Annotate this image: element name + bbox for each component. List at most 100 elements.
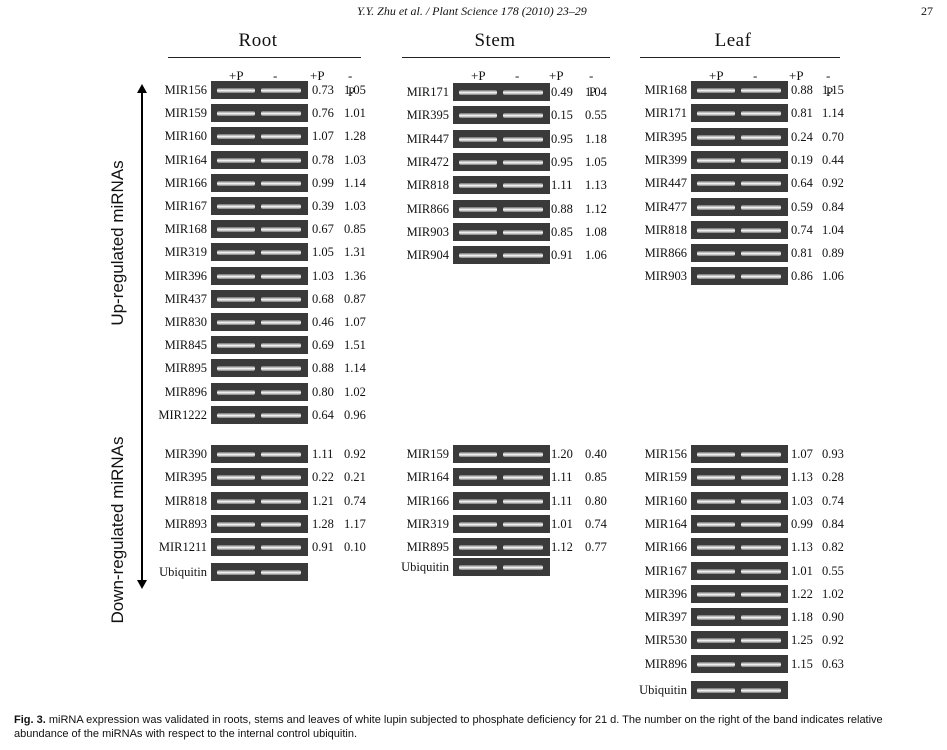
minus-p-band [503, 206, 543, 212]
control-label: Ubiquitin [639, 683, 687, 697]
plus-p-value: 1.03 [312, 268, 334, 283]
plus-p-band [697, 134, 735, 140]
minus-p-band [503, 136, 543, 142]
gel-band-image [211, 289, 308, 308]
plus-p-value: 0.39 [312, 199, 334, 213]
plus-p-band [217, 204, 255, 209]
minus-p-band [741, 227, 781, 233]
plus-p-band [459, 113, 497, 119]
plus-p-band [697, 638, 735, 644]
stem-down-row: MIR895 1.12 0.77 [0, 537, 947, 557]
plus-p-band [697, 688, 735, 693]
gel-band-image [691, 127, 788, 146]
plus-p-value: 1.25 [791, 633, 813, 648]
mirna-label: MIR164 [164, 152, 207, 167]
lane-plus-p-header: +P [471, 68, 486, 83]
minus-p-band [741, 111, 781, 117]
gel-band-image [691, 538, 788, 557]
minus-p-value: 1.15 [822, 83, 844, 97]
minus-p-band [503, 452, 543, 457]
plus-p-band [217, 180, 255, 186]
minus-p-value: 0.85 [344, 222, 366, 237]
plus-p-band [697, 615, 735, 621]
gel-band-image [691, 150, 788, 169]
mirna-label: MIR818 [406, 178, 449, 193]
minus-p-value: 1.06 [822, 269, 844, 284]
plus-p-band [217, 134, 255, 140]
plus-p-band [697, 475, 735, 481]
leaf-down-row: MIR156 1.07 0.93 [0, 444, 947, 464]
stem-down-row: MIR319 1.01 0.74 [0, 514, 947, 534]
gel-band-image [211, 266, 308, 285]
minus-p-band [503, 159, 543, 165]
plus-p-value: 0.69 [312, 338, 334, 353]
mirna-label: MIR319 [406, 516, 449, 531]
plus-p-band [217, 227, 255, 233]
leaf-down-row: MIR396 1.22 1.02 [0, 584, 947, 604]
mirna-label: MIR903 [406, 224, 449, 239]
gel-band-image [453, 491, 550, 510]
minus-p-band [741, 688, 781, 693]
plus-p-value: 1.28 [312, 516, 334, 531]
minus-p-band [261, 273, 301, 279]
caption-label: Fig. 3. [14, 714, 46, 726]
page-number: 27 [921, 4, 933, 18]
mirna-label: MIR1211 [158, 540, 207, 555]
plus-p-value: 0.88 [551, 201, 573, 216]
mirna-label: MIR168 [164, 222, 207, 237]
minus-p-value: 1.03 [344, 199, 366, 213]
minus-p-band [741, 181, 781, 187]
gel-band-image [691, 514, 788, 533]
minus-p-value: 1.12 [585, 201, 607, 216]
plus-p-band [697, 498, 735, 504]
gel-band-image [691, 584, 788, 603]
plus-p-value: 1.05 [312, 245, 334, 260]
gel-band-image [691, 244, 788, 263]
plus-p-value: 1.11 [312, 447, 334, 461]
mirna-label: MIR166 [164, 175, 207, 190]
plus-p-value: 1.12 [551, 540, 573, 555]
plus-p-band [459, 565, 497, 570]
plus-p-value: 0.78 [312, 152, 334, 167]
plus-p-value: 0.74 [791, 222, 813, 237]
minus-p-band [261, 320, 301, 325]
plus-p-value: 1.11 [551, 470, 573, 485]
leaf-up-row: MIR818 0.74 1.04 [0, 220, 947, 240]
minus-p-band [741, 452, 781, 457]
leaf-down-row: MIR397 1.18 0.90 [0, 607, 947, 627]
plus-p-band [459, 253, 497, 259]
plus-p-band [459, 452, 497, 457]
stem-up-row: MIR395 0.15 0.55 [0, 105, 947, 125]
gel-band-image [211, 382, 308, 401]
minus-p-value: 0.44 [822, 152, 844, 167]
minus-p-value: 1.08 [585, 224, 607, 239]
minus-p-value: 0.90 [822, 610, 844, 625]
value-plus-p-header: +P [549, 68, 564, 83]
minus-p-band [261, 452, 301, 457]
minus-p-value: 0.96 [344, 407, 366, 422]
gel-band-image [691, 267, 788, 286]
plus-p-band [459, 521, 497, 527]
plus-p-band [217, 157, 255, 163]
mirna-label: MIR160 [164, 129, 207, 144]
plus-p-band [217, 452, 255, 457]
minus-p-value: 0.89 [822, 246, 844, 261]
minus-p-value: 0.87 [344, 291, 366, 306]
stem-control-row: Ubiquitin [0, 557, 947, 577]
minus-p-value: 0.92 [344, 447, 366, 461]
minus-p-band [741, 88, 781, 93]
plus-p-value: 1.20 [551, 447, 573, 461]
gel-band-image [211, 243, 308, 262]
root-up-row: MIR396 1.03 1.36 [0, 266, 947, 286]
mirna-label: MIR895 [406, 540, 449, 555]
minus-p-value: 0.63 [822, 656, 844, 671]
minus-p-band [741, 475, 781, 481]
plus-p-band [217, 570, 255, 575]
leaf-down-row: MIR164 0.99 0.84 [0, 514, 947, 534]
minus-p-band [741, 591, 781, 597]
minus-p-value: 1.14 [344, 175, 366, 190]
minus-p-band [261, 296, 301, 302]
minus-p-band [741, 157, 781, 163]
minus-p-band [261, 570, 301, 575]
mirna-label: MIR818 [644, 222, 687, 237]
